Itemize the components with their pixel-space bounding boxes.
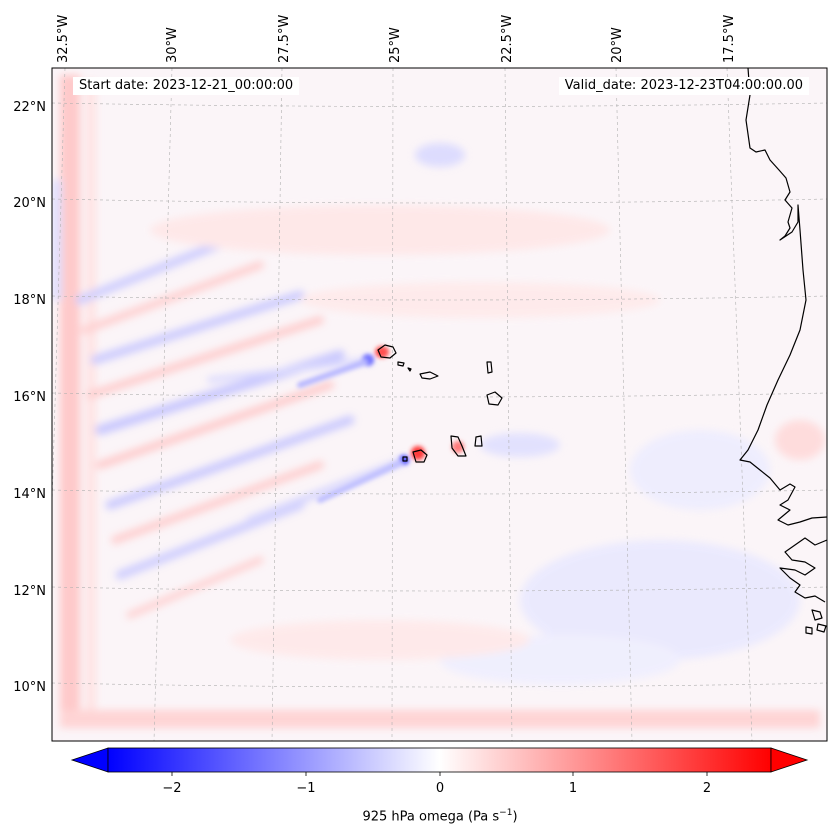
lon-label-22p5w: 22.5°W [500,15,515,63]
island-wake-streak-south [317,460,403,503]
lat-label-14n: 14°N [13,487,46,502]
coastlines [377,68,827,635]
lat-label-20n: 20°N [13,196,46,211]
lat-label-18n: 18°N [13,293,46,308]
pink-region-north [150,205,610,255]
lon-label-25w: 25°W [388,27,403,63]
meridian-20w [615,68,633,741]
boundary-band-left [60,75,80,725]
longitude-labels: 32.5°W 30°W 27.5°W 25°W 22.5°W 20°W 17.5… [56,15,737,63]
parallel-20n [52,198,827,204]
map-frame [51,67,828,742]
colorbar-tick-label-1: 1 [569,781,577,796]
lat-label-22n: 22°N [13,100,46,115]
lon-label-27p5w: 27.5°W [277,15,292,63]
blue-blob-north [415,143,465,167]
colorbar-ticks [171,772,708,776]
island-maio [474,435,483,447]
colorbar: −2 −1 0 1 2 [70,747,809,796]
island-sal [486,361,493,374]
parallel-10n [52,682,827,688]
bijagos-islands [805,609,827,635]
meridian-17p5w [726,68,753,741]
island-sao-vicente [397,361,405,367]
parallel-12n [52,586,827,592]
meridian-30w [153,68,173,741]
lon-label-30w: 30°W [165,27,180,63]
island-brava [402,456,408,462]
africa-coastline [739,68,827,526]
island-santo-antao [377,344,397,359]
lat-label-12n: 12°N [13,584,46,599]
colorbar-tick-label-0: 0 [436,781,444,796]
start-date-label: Start date: 2023-12-21_00:00:00 [73,77,300,95]
pink-region-south [230,620,530,660]
africa-coast-south [779,537,827,603]
island-santiago [450,435,467,457]
map-panel [52,68,827,741]
island-boa-vista [486,391,503,406]
colorbar-title: 925 hPa omega (Pa s−1) [0,808,837,824]
colorbar-title-exponent: −1 [499,808,513,818]
colorbar-extend-low [70,747,109,773]
colorbar-gradient [107,747,772,773]
colorbar-tick-labels: −2 −1 0 1 2 [162,781,711,796]
blue-region-east [630,430,770,510]
meridian-27p5w [271,68,283,741]
valid-date-label: Valid_date: 2023-12-23T04:00:00.00 [558,77,809,95]
island-santa-luzia [407,367,412,372]
colorbar-title-suffix: ) [512,809,518,825]
parallel-18n [52,295,827,301]
wave-streaks [75,235,409,619]
parallel-22n [52,102,827,107]
blue-blob-mid [480,433,560,457]
island-dipoles [297,346,464,503]
colorbar-tick-label-m1: −1 [296,781,315,796]
boundary-band-left-inner [86,80,96,720]
parallel-14n [52,489,827,495]
lat-label-16n: 16°N [13,390,46,405]
latitude-labels: 22°N 20°N 18°N 16°N 14°N 12°N 10°N [13,100,46,695]
colorbar-tick-label-m2: −2 [162,781,181,796]
gridlines [52,68,827,741]
lon-label-20w: 20°W [610,27,625,63]
parallel-16n [52,392,827,398]
blue-region-southeast [520,540,800,660]
lat-label-10n: 10°N [13,680,46,695]
island-wake-streak [297,359,368,388]
meridian-32p5w [52,68,66,516]
island-fogo [412,449,428,463]
colorbar-extend-high [770,747,809,773]
meridian-22p5w [504,68,513,741]
meridian-25w [391,68,394,741]
boundary-band-left-blue [52,180,62,300]
boundary-band-bottom [60,710,820,728]
colorbar-tick-label-2: 2 [703,781,711,796]
lon-label-32p5w: 32.5°W [56,15,71,63]
colorbar-title-text: 925 hPa omega (Pa s [362,809,500,825]
island-sao-nicolau [419,371,439,380]
lon-label-17p5w: 17.5°W [722,15,737,63]
omega-field [52,75,825,728]
pink-blob-east [775,420,825,460]
